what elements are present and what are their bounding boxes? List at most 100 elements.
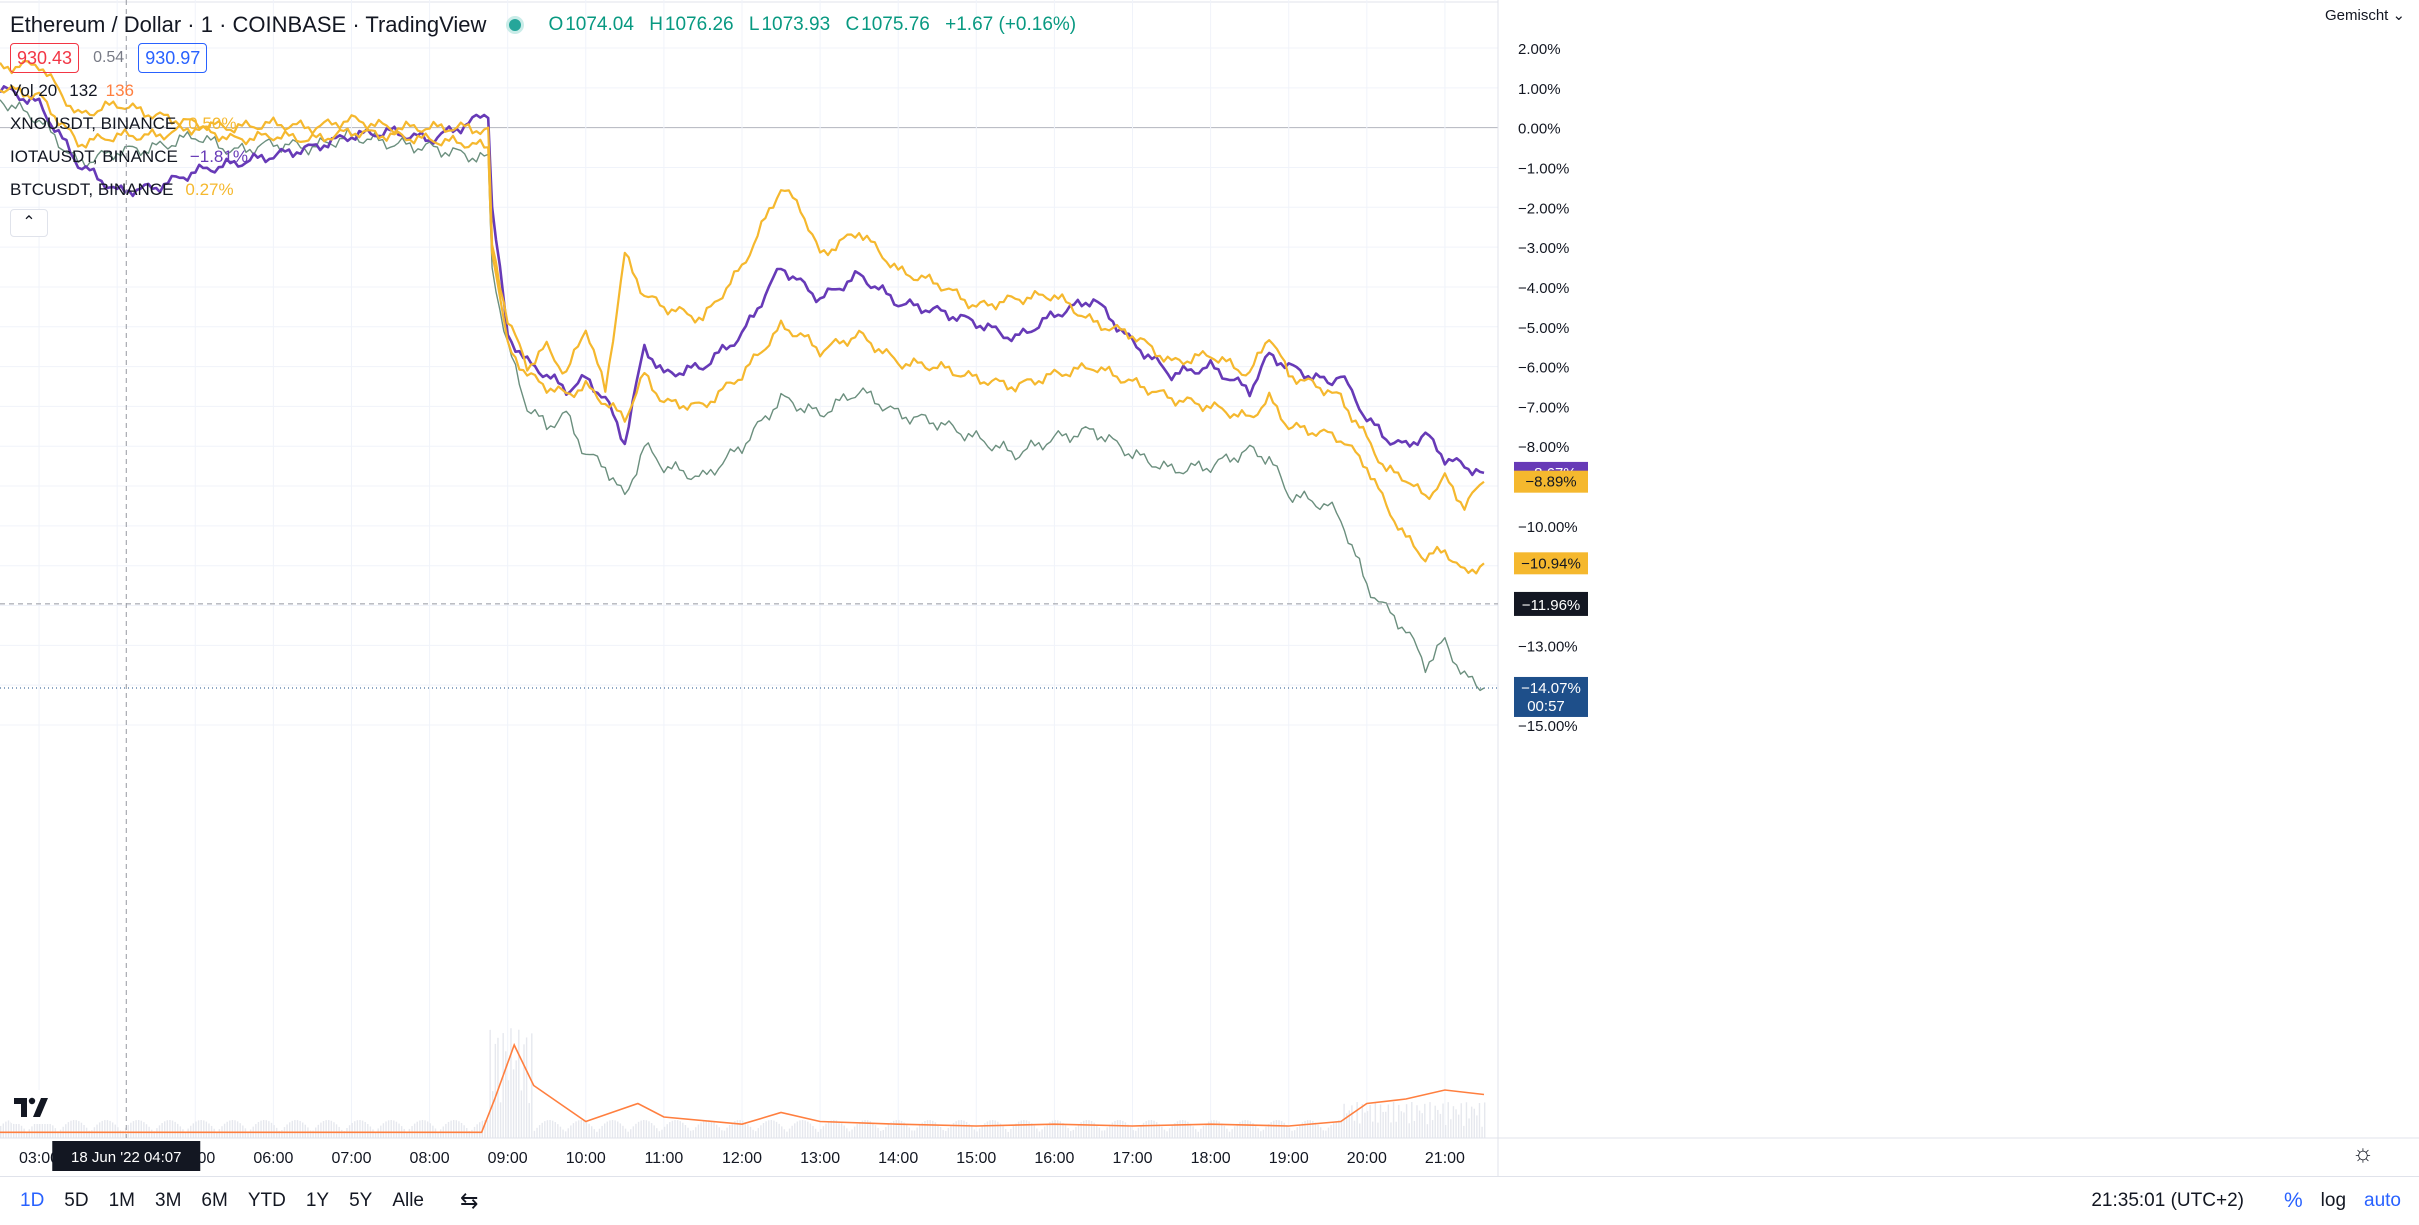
volume-bar [840, 1123, 843, 1138]
volume-bar [538, 1125, 541, 1138]
volume-bar [627, 1131, 629, 1138]
sell-button[interactable]: 930.43 [10, 42, 80, 73]
y-tick-label: −8.00% [1518, 439, 1569, 456]
x-tick-label: 16:00 [1034, 1150, 1074, 1167]
volume-bar [1265, 1126, 1267, 1138]
ohlc-high-key: H [649, 14, 663, 35]
symbol-title[interactable]: Ethereum / Dollar · 1 · COINBASE · Tradi… [10, 12, 487, 37]
range-5d-button[interactable]: 5D [64, 1190, 89, 1211]
range-1m-button[interactable]: 1M [108, 1190, 135, 1211]
legend-collapse-button[interactable]: ⌃ [10, 208, 48, 237]
compare-symbol-value: 0.50% [188, 114, 237, 133]
volume-bar [968, 1123, 970, 1138]
range-1y-button[interactable]: 1Y [305, 1190, 330, 1211]
chart-canvas[interactable]: 2.00% 1.00% 0.00% −1.00% −2.00% −3.00% −4.00% −… [0, 0, 2419, 1176]
volume-bar [1416, 1105, 1418, 1138]
volume-bar [200, 1120, 202, 1138]
chart-legend: Ethereum / Dollar · 1 · COINBASE · Tradi… [10, 8, 1076, 239]
volume-bar [1437, 1109, 1439, 1138]
volume-bar [528, 1103, 530, 1138]
clock-label[interactable]: 21:35:01 (UTC+2) [2091, 1190, 2244, 1211]
volume-bar [1470, 1106, 1473, 1138]
compare-row-iota[interactable]: IOTAUSDT, BINANCE −1.81% [10, 140, 1076, 173]
volume-bar [1366, 1111, 1369, 1138]
volume-bar [494, 1043, 497, 1138]
price-axis[interactable]: 2.00% 1.00% 0.00% −1.00% −2.00% −3.00% −4.00% −… [1497, 0, 2419, 1176]
range-6m-button[interactable]: 6M [201, 1190, 228, 1211]
volume-bar [1283, 1122, 1285, 1138]
volume-bar [570, 1125, 572, 1138]
volume-legend-row[interactable]: Vol 20 132 136 [10, 74, 1076, 107]
volume-bar [1299, 1124, 1301, 1138]
volume-bar [57, 1131, 59, 1138]
x-tick-label: 13:00 [800, 1150, 840, 1167]
volume-bar [721, 1130, 723, 1138]
volume-bar [413, 1123, 416, 1138]
volume-bar [23, 1128, 25, 1138]
volume-bar [1478, 1102, 1481, 1138]
volume-bar [1450, 1119, 1452, 1138]
compare-row-xno[interactable]: XNOUSDT, BINANCE 0.50% [10, 107, 1076, 140]
market-status-icon [506, 15, 525, 34]
volume-bar [981, 1125, 983, 1138]
x-tick-label: 21:00 [1425, 1150, 1465, 1167]
volume-bar [656, 1128, 658, 1138]
volume-bar [161, 1123, 163, 1138]
range-1d-button[interactable]: 1D [20, 1190, 45, 1211]
tradingview-logo-icon[interactable] [10, 1090, 54, 1124]
volume-bar [908, 1127, 911, 1138]
grid-lines [0, 0, 1498, 1138]
volume-bar [1343, 1103, 1345, 1138]
volume-bar [611, 1120, 614, 1138]
auto-scale-button[interactable]: auto [2364, 1190, 2401, 1211]
buy-button[interactable]: 930.97 [138, 42, 208, 73]
volume-bar [924, 1121, 926, 1138]
compare-symbol-name: XNOUSDT, BINANCE [10, 114, 177, 133]
percent-scale-button[interactable]: % [2283, 1189, 2303, 1212]
volume-bar [1179, 1120, 1181, 1138]
volume-bar [1463, 1125, 1465, 1138]
range-5y-button[interactable]: 5Y [349, 1190, 373, 1211]
range-3m-button[interactable]: 3M [155, 1190, 182, 1211]
volume-bar [786, 1131, 788, 1138]
volume-bar [486, 1120, 489, 1138]
volume-bar [807, 1121, 809, 1138]
countdown-label: 00:57 [1527, 698, 1565, 715]
volume-value: 132 [69, 81, 98, 100]
volume-bar [265, 1120, 267, 1138]
volume-bar [1275, 1120, 1278, 1138]
volume-bar [364, 1121, 366, 1138]
volume-bar [1163, 1129, 1166, 1138]
range-all-button[interactable]: Alle [392, 1190, 424, 1211]
volume-bar [768, 1120, 770, 1138]
volume-bar [44, 1120, 46, 1138]
crosshair-time-label-bg [52, 1141, 201, 1171]
go-to-date-icon[interactable]: ⇆ [460, 1188, 479, 1213]
volume-bar [658, 1131, 661, 1138]
volume-bar [1135, 1130, 1137, 1138]
y-tick-label: 2.00% [1518, 41, 1561, 58]
volume-bar [838, 1121, 840, 1138]
chart-settings-icon[interactable]: ☼ [2352, 1140, 2374, 1167]
volume-bar [1137, 1127, 1140, 1138]
scale-mode-selector[interactable]: Gemischt ⌄ [2325, 6, 2405, 24]
volume-bar [1202, 1125, 1205, 1138]
range-ytd-button[interactable]: YTD [247, 1190, 286, 1211]
volume-bar [505, 1051, 507, 1138]
volume-bar [536, 1127, 538, 1138]
volume-bar [1332, 1122, 1335, 1138]
scale-mode-label: Gemischt [2325, 7, 2389, 24]
volume-bar [1483, 1102, 1486, 1138]
volume-bar [403, 1128, 405, 1138]
volume-bar [507, 1080, 510, 1138]
volume-bar [965, 1121, 968, 1138]
compare-row-btc[interactable]: BTCUSDT, BINANCE 0.27% [10, 173, 1076, 206]
volume-bar [59, 1129, 62, 1138]
volume-bar [942, 1129, 944, 1138]
volume-bar [1197, 1131, 1199, 1138]
y-tick-label: 0.00% [1518, 121, 1561, 138]
log-scale-button[interactable]: log [2320, 1190, 2347, 1211]
volume-bar [1319, 1127, 1322, 1138]
volume-bar [468, 1131, 471, 1138]
volume-bar [1340, 1120, 1343, 1138]
